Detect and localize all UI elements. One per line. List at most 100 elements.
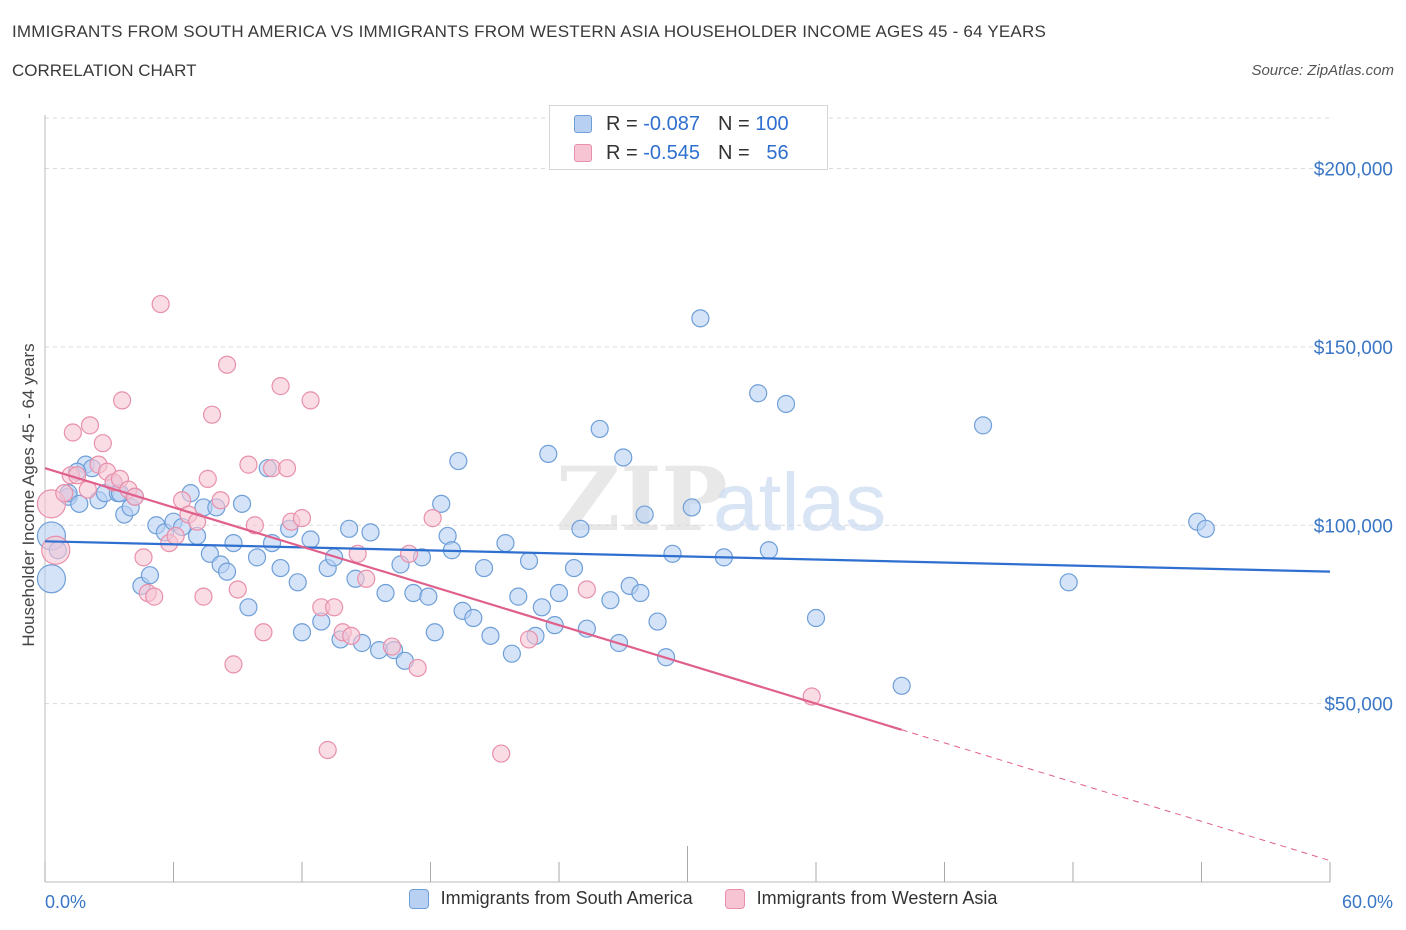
watermark-atlas: atlas xyxy=(713,457,886,548)
point-south-america xyxy=(1059,573,1078,592)
point-south-america xyxy=(749,384,768,403)
point-western-asia xyxy=(408,658,427,678)
legend-n-value: 56 xyxy=(766,141,789,164)
point-western-asia xyxy=(254,623,273,642)
x-tick-label-max: 60.0% xyxy=(1342,892,1393,912)
point-western-asia xyxy=(202,405,222,424)
point-south-america xyxy=(549,583,569,603)
x-tick-label-min: 0.0% xyxy=(45,892,86,912)
point-south-america xyxy=(502,644,521,663)
point-western-asia xyxy=(55,484,74,503)
chart-subtitle: CORRELATION CHART xyxy=(12,61,197,80)
trend-lines xyxy=(44,467,1331,862)
point-western-asia xyxy=(228,580,247,599)
axes xyxy=(44,115,1331,883)
point-western-asia xyxy=(166,526,185,546)
point-south-america xyxy=(892,676,911,695)
point-south-america xyxy=(539,444,558,464)
y-axis-title: Householder Income Ages 45 - 64 years xyxy=(19,343,38,646)
point-south-america xyxy=(682,498,701,517)
point-western-asia xyxy=(423,509,442,528)
point-south-america xyxy=(509,587,528,606)
point-south-america xyxy=(271,558,290,578)
point-south-america xyxy=(376,583,395,603)
legend-label-western-asia: Immigrants from Western Asia xyxy=(756,888,998,908)
point-western-asia xyxy=(63,423,82,442)
legend-label-south-america: Immigrants from South America xyxy=(440,888,693,908)
y-tick-label: $150,000 xyxy=(1314,338,1393,359)
point-western-asia xyxy=(318,740,337,760)
point-western-asia xyxy=(292,509,312,528)
point-south-america xyxy=(247,548,267,567)
point-south-america xyxy=(239,598,258,617)
trend-line-western-asia-extension xyxy=(901,729,1331,862)
point-western-asia xyxy=(382,637,402,656)
point-south-america xyxy=(601,591,620,610)
point-south-america xyxy=(361,523,380,542)
gridlines xyxy=(45,117,1330,705)
legend-r-label: R = xyxy=(606,141,638,164)
legend-r-label: R = xyxy=(606,112,638,135)
point-western-asia xyxy=(577,580,596,599)
point-south-america xyxy=(292,623,312,642)
point-south-america xyxy=(496,533,515,553)
chart-title: IMMIGRANTS FROM SOUTH AMERICA VS IMMIGRA… xyxy=(12,22,1046,41)
point-western-asia xyxy=(187,512,207,531)
point-south-america xyxy=(631,583,650,603)
point-south-america xyxy=(806,608,826,628)
point-south-america xyxy=(449,451,468,471)
point-south-america xyxy=(973,416,993,435)
point-south-america xyxy=(648,612,667,631)
point-western-asia xyxy=(198,469,217,488)
point-western-asia xyxy=(357,569,376,588)
point-south-america xyxy=(564,558,584,578)
point-western-asia xyxy=(80,416,100,435)
point-western-asia xyxy=(301,391,320,410)
point-western-asia xyxy=(151,294,170,314)
point-south-america xyxy=(301,530,320,549)
point-south-america xyxy=(635,505,654,524)
series-legend: Immigrants from South America Immigrants… xyxy=(0,888,1406,909)
legend-n-value: 100 xyxy=(755,112,789,135)
legend-item-south-america: Immigrants from South America xyxy=(408,888,693,909)
point-western-asia xyxy=(239,455,258,474)
source-credit: Source: ZipAtlas.com xyxy=(1251,62,1394,79)
point-south-america xyxy=(663,544,682,563)
point-western-asia xyxy=(519,630,539,649)
trend-line-south-america xyxy=(44,540,1331,573)
legend-r-value: -0.087 xyxy=(643,112,700,135)
point-south-america xyxy=(519,551,539,571)
correlation-legend: R = -0.087 N = 100 R = -0.545 N = 56 xyxy=(549,105,828,170)
point-western-asia xyxy=(134,548,153,567)
point-western-asia xyxy=(93,434,112,453)
point-south-america xyxy=(340,519,359,538)
point-western-asia xyxy=(194,587,213,606)
point-south-america xyxy=(614,448,633,467)
point-western-asia xyxy=(211,491,230,510)
legend-n-label: N = xyxy=(717,112,750,135)
legend-row-western-asia: R = -0.545 N = 56 xyxy=(574,139,789,167)
point-south-america xyxy=(532,598,551,617)
point-south-america xyxy=(481,626,500,645)
point-western-asia xyxy=(325,598,344,617)
point-south-america xyxy=(232,494,252,513)
legend-n-label: N = xyxy=(717,141,750,164)
point-south-america xyxy=(464,608,483,628)
axis-labels: $50,000 $100,000 $150,000 $200,000 0.0% 60.0%… xyxy=(19,160,1393,912)
point-south-america xyxy=(288,573,307,592)
point-western-asia xyxy=(399,544,419,563)
point-western-asia xyxy=(492,744,511,763)
point-western-asia xyxy=(41,535,71,565)
legend-swatch-pink xyxy=(574,144,592,162)
point-western-asia xyxy=(145,587,164,606)
point-south-america xyxy=(432,494,451,513)
point-south-america xyxy=(545,616,564,635)
point-western-asia xyxy=(217,355,237,374)
legend-swatch-pink xyxy=(724,888,745,909)
y-tick-label: $100,000 xyxy=(1314,516,1393,537)
point-western-asia xyxy=(224,655,243,674)
point-western-asia xyxy=(271,377,290,396)
trend-line-western-asia xyxy=(44,467,902,731)
